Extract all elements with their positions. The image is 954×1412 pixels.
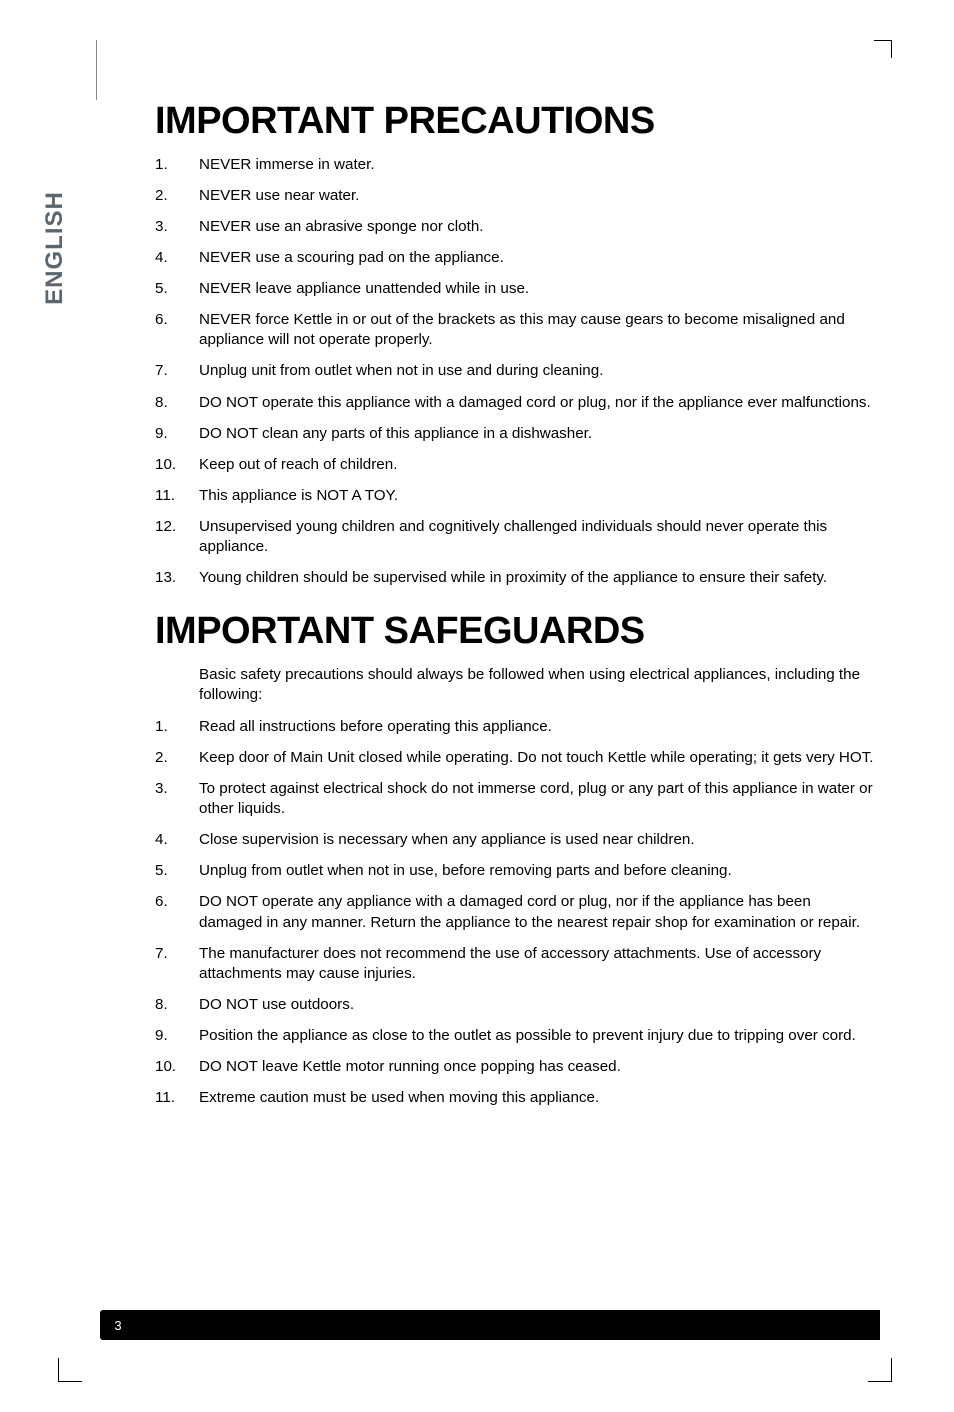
page-content: IMPORTANT PRECAUTIONS NEVER immerse in w…: [155, 100, 875, 1119]
list-item: NEVER immerse in water.: [155, 155, 875, 175]
list-item: Unplug from outlet when not in use, befo…: [155, 861, 875, 881]
page-number: 3: [100, 1310, 136, 1340]
list-item: NEVER leave appliance unattended while i…: [155, 279, 875, 299]
list-item: DO NOT use outdoors.: [155, 995, 875, 1015]
safeguards-intro: Basic safety precautions should always b…: [155, 665, 875, 705]
list-item: DO NOT operate this appliance with a dam…: [155, 393, 875, 413]
language-tab: ENGLISH: [28, 168, 82, 328]
list-item: Young children should be supervised whil…: [155, 568, 875, 588]
list-item: Keep door of Main Unit closed while oper…: [155, 748, 875, 768]
crop-mark-bottom-left: [58, 1358, 82, 1382]
list-item: DO NOT clean any parts of this appliance…: [155, 424, 875, 444]
page-number-bar: [100, 1310, 880, 1340]
list-item: The manufacturer does not recommend the …: [155, 944, 875, 984]
list-item: Keep out of reach of children.: [155, 455, 875, 475]
list-item: Position the appliance as close to the o…: [155, 1026, 875, 1046]
list-item: Unplug unit from outlet when not in use …: [155, 361, 875, 381]
list-item: Unsupervised young children and cognitiv…: [155, 517, 875, 557]
list-item: Close supervision is necessary when any …: [155, 830, 875, 850]
list-item: NEVER use near water.: [155, 186, 875, 206]
list-item: DO NOT leave Kettle motor running once p…: [155, 1057, 875, 1077]
precautions-list: NEVER immerse in water. NEVER use near w…: [155, 155, 875, 588]
list-item: NEVER use an abrasive sponge nor cloth.: [155, 217, 875, 237]
crop-mark-bottom-right: [868, 1358, 892, 1382]
list-item: Read all instructions before operating t…: [155, 717, 875, 737]
language-tab-label: ENGLISH: [41, 191, 69, 305]
heading-precautions: IMPORTANT PRECAUTIONS: [155, 100, 875, 143]
safeguards-list: Read all instructions before operating t…: [155, 717, 875, 1108]
list-item: DO NOT operate any appliance with a dama…: [155, 892, 875, 932]
crop-mark-top-left: [96, 40, 97, 100]
list-item: This appliance is NOT A TOY.: [155, 486, 875, 506]
list-item: NEVER use a scouring pad on the applianc…: [155, 248, 875, 268]
list-item: Extreme caution must be used when moving…: [155, 1088, 875, 1108]
heading-safeguards: IMPORTANT SAFEGUARDS: [155, 610, 875, 653]
crop-mark-top-right: [874, 40, 892, 58]
list-item: NEVER force Kettle in or out of the brac…: [155, 310, 875, 350]
list-item: To protect against electrical shock do n…: [155, 779, 875, 819]
